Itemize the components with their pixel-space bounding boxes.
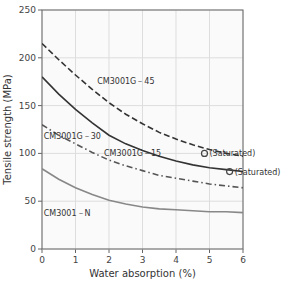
x-axis-label: Water absorption (%) (89, 268, 196, 279)
grid-line (42, 201, 243, 202)
grid-line (176, 10, 177, 249)
tick-label: 0 (30, 244, 36, 254)
grid-line (209, 10, 210, 249)
tick (176, 249, 177, 253)
plot-bg (42, 10, 243, 249)
line (42, 169, 243, 213)
tick-label: 100 (19, 148, 36, 158)
tick (38, 10, 42, 11)
tick (38, 153, 42, 154)
tick (38, 249, 42, 250)
tick-label: 200 (19, 53, 36, 63)
tick-label: 0 (39, 255, 45, 265)
grid-line (42, 57, 243, 58)
tick-label: 6 (240, 255, 246, 265)
data-group (42, 43, 243, 212)
tick-label: 50 (25, 196, 37, 206)
grid-line (142, 10, 143, 249)
tick (109, 249, 110, 253)
tick (38, 201, 42, 202)
plot-frame (42, 10, 243, 249)
tick-label: 150 (19, 101, 36, 111)
tick (209, 249, 210, 253)
grid-line (109, 10, 110, 249)
annotation: CM3001G－15 (104, 149, 161, 158)
point (227, 169, 233, 175)
line (42, 43, 243, 156)
tick (142, 249, 143, 253)
tick (75, 249, 76, 253)
annotation: CM3001G－45 (97, 77, 154, 86)
tick (42, 249, 43, 253)
tick-label: 5 (207, 255, 213, 265)
y-axis-label: Tensile strength (MPa) (2, 74, 13, 186)
annotation: (Saturated) (235, 168, 281, 177)
tick-label: 1 (73, 255, 79, 265)
tick (243, 249, 244, 253)
tick (38, 57, 42, 58)
point (201, 150, 207, 156)
tick-label: 4 (173, 255, 179, 265)
tick-label: 250 (19, 5, 36, 15)
annotation: (Saturated) (210, 149, 256, 158)
tick (38, 105, 42, 106)
annotation: CM3001G－30 (44, 132, 101, 141)
tick-label: 2 (106, 255, 112, 265)
tick-label: 3 (140, 255, 146, 265)
annotation: CM3001－N (44, 209, 91, 218)
chart: 0 1 2 3 4 5 6 0 50 100 150 200 250 (Saturated) (Satura… (0, 0, 281, 283)
